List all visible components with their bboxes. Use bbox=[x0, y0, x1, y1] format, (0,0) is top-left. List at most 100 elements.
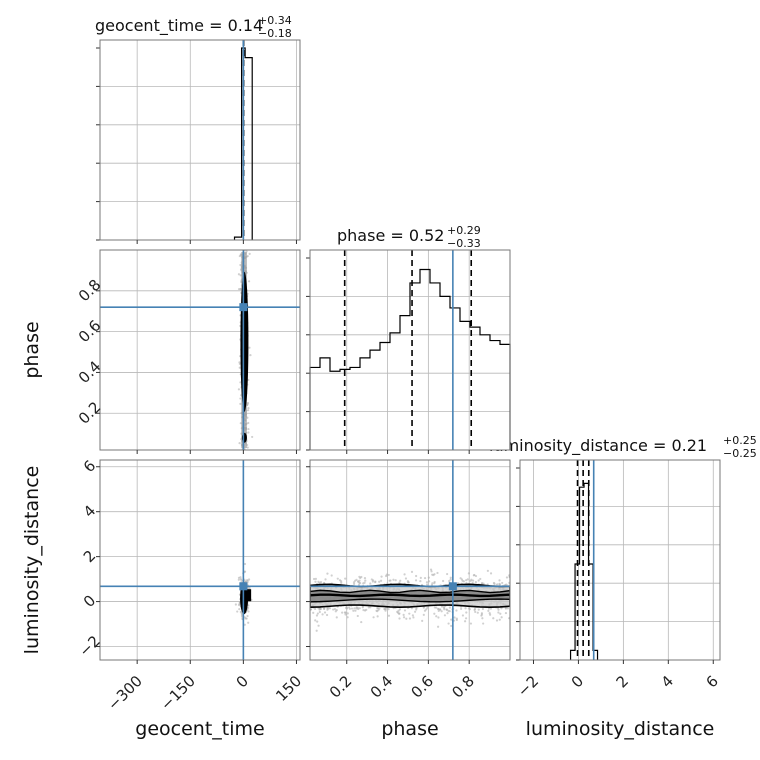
scatter-point bbox=[462, 580, 466, 583]
panel-luminosity_distance-vs-luminosity_distance: −2 0 2 4 6 bbox=[514, 459, 722, 700]
x-tick-label-geocent_time: 0 bbox=[233, 672, 252, 691]
title-median: 0.14 bbox=[228, 16, 264, 35]
scatter-point bbox=[354, 609, 357, 612]
svg-text:geocent_time = 0.14: geocent_time = 0.14 bbox=[95, 16, 263, 36]
scatter-point bbox=[465, 611, 468, 614]
title-prefix: luminosity_distance = bbox=[489, 436, 671, 456]
scatter-point bbox=[448, 579, 451, 583]
y-axis-label-phase: phase bbox=[21, 321, 43, 378]
scatter-point bbox=[352, 582, 356, 585]
panel-border bbox=[99, 249, 301, 451]
scatter-point bbox=[398, 617, 401, 620]
scatter-point bbox=[402, 613, 405, 616]
scatter-point bbox=[237, 388, 241, 391]
scatter-point bbox=[345, 607, 348, 610]
scatter-point bbox=[239, 577, 242, 581]
scatter-point bbox=[338, 579, 342, 582]
scatter-point bbox=[477, 579, 480, 582]
scatter-point bbox=[437, 625, 440, 628]
scatter-point bbox=[476, 611, 479, 614]
scatter-point bbox=[501, 581, 504, 585]
scatter-point bbox=[330, 574, 333, 577]
scatter-point bbox=[248, 587, 251, 590]
x-tick-label-geocent_time: 150 bbox=[272, 672, 305, 705]
scatter-point bbox=[312, 611, 315, 614]
scatter-point bbox=[317, 580, 320, 583]
scatter-point bbox=[369, 582, 372, 585]
panel-phase-vs-geocent_time: 0.20.40.60.8 bbox=[75, 249, 301, 454]
scatter-point bbox=[414, 579, 418, 582]
scatter-point bbox=[239, 263, 242, 267]
scatter-point bbox=[505, 576, 509, 579]
scatter-point bbox=[247, 280, 251, 283]
x-tick-label-luminosity_distance: 2 bbox=[613, 672, 632, 691]
scatter-point bbox=[492, 617, 495, 620]
scatter-point bbox=[398, 581, 401, 584]
x-tick-label-phase: 0.8 bbox=[448, 672, 478, 702]
scatter-point bbox=[394, 579, 397, 582]
scatter-point bbox=[489, 572, 493, 575]
scatter-point bbox=[473, 607, 477, 611]
panel-border bbox=[99, 39, 301, 241]
scatter-point bbox=[314, 619, 317, 622]
contour-core bbox=[245, 589, 252, 602]
scatter-point bbox=[493, 582, 496, 585]
scatter-point bbox=[323, 611, 327, 614]
scatter-point bbox=[372, 616, 375, 619]
scatter-point bbox=[479, 577, 482, 581]
panel-geocent_time-vs-geocent_time bbox=[96, 39, 301, 244]
scatter-point bbox=[415, 574, 418, 578]
contour-line bbox=[310, 593, 510, 598]
scatter-point bbox=[247, 621, 250, 624]
scatter-point bbox=[318, 610, 321, 614]
scatter-point bbox=[436, 571, 439, 575]
x-tick-label-luminosity_distance: 6 bbox=[703, 672, 722, 691]
scatter-point bbox=[447, 622, 450, 625]
scatter-point bbox=[251, 435, 254, 439]
scatter-point bbox=[461, 614, 465, 617]
scatter-point bbox=[423, 576, 427, 580]
scatter-point bbox=[238, 362, 241, 365]
scatter-point bbox=[442, 579, 445, 583]
scatter-point bbox=[419, 579, 422, 583]
contour-core bbox=[240, 271, 249, 412]
scatter-point bbox=[358, 607, 361, 610]
scatter-point bbox=[449, 578, 452, 581]
scatter-point bbox=[376, 606, 379, 610]
scatter-point bbox=[448, 606, 452, 609]
scatter-point bbox=[410, 570, 414, 573]
scatter-point bbox=[397, 609, 400, 612]
scatter-point bbox=[238, 608, 241, 611]
scatter-point bbox=[415, 608, 418, 611]
truth-marker bbox=[239, 582, 248, 591]
scatter-point bbox=[467, 572, 470, 575]
x-tick-label-luminosity_distance: −2 bbox=[514, 672, 542, 700]
scatter-point bbox=[245, 250, 248, 253]
scatter-point bbox=[442, 605, 445, 609]
scatter-point bbox=[438, 608, 442, 611]
scatter-point bbox=[455, 609, 458, 612]
scatter-point bbox=[326, 608, 329, 611]
scatter-point bbox=[480, 582, 484, 585]
svg-text:luminosity_distance = 0.21: luminosity_distance = 0.21 bbox=[489, 436, 707, 456]
scatter-point bbox=[433, 582, 436, 585]
scatter-point bbox=[362, 582, 365, 585]
scatter-point bbox=[240, 613, 244, 617]
scatter-point bbox=[455, 617, 458, 620]
panel-phase-vs-phase bbox=[306, 249, 511, 454]
scatter-point bbox=[498, 618, 501, 621]
scatter-point bbox=[353, 607, 356, 610]
scatter-point bbox=[336, 577, 339, 580]
scatter-point bbox=[333, 607, 337, 611]
scatter-point bbox=[481, 617, 484, 620]
scatter-point bbox=[429, 568, 433, 571]
title-lower: −0.25 bbox=[723, 447, 757, 460]
title-luminosity-distance: luminosity_distance = 0.21 +0.25 −0.25 bbox=[489, 434, 757, 460]
scatter-point bbox=[321, 613, 324, 616]
x-tick-label-phase: 0.2 bbox=[326, 672, 356, 702]
scatter-point bbox=[433, 573, 436, 576]
panel-background bbox=[520, 460, 720, 660]
scatter-point bbox=[482, 622, 485, 625]
scatter-point bbox=[249, 354, 252, 357]
scatter-point bbox=[465, 579, 468, 582]
